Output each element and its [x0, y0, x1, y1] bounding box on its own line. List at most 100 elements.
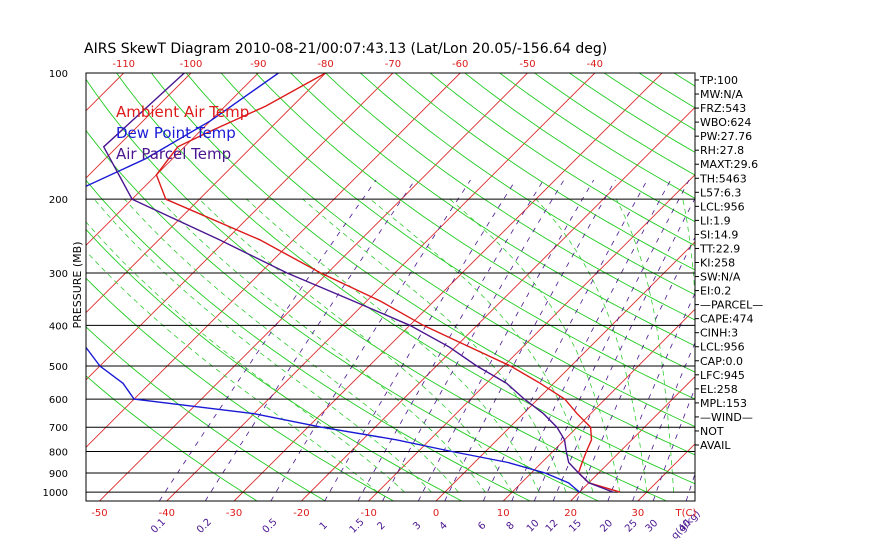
stability-index-label: TP:100 — [699, 74, 738, 87]
isotherm-line — [0, 73, 56, 501]
dry-adiabat-line — [290, 73, 695, 347]
mixing-ratio-line — [270, 179, 471, 501]
mixing-ratio-tick-label: 1.5 — [348, 517, 367, 536]
dry-adiabat-line — [86, 326, 326, 501]
stability-index-label: LCL:956 — [700, 341, 745, 354]
mixing-ratio-line — [417, 179, 595, 501]
isotherm-line — [840, 73, 870, 501]
isotherm-line — [86, 73, 326, 314]
top-temp-tick-label: -80 — [317, 59, 333, 70]
stability-index-label: MPL:153 — [700, 397, 747, 410]
mixing-ratio-tick-label: 8 — [505, 520, 517, 532]
pressure-tick-label: 800 — [49, 448, 68, 459]
stability-index-label: L57:6.3 — [700, 186, 741, 199]
temperature-axis-label: T(C) — [675, 508, 697, 519]
mixing-ratio-line — [652, 387, 695, 501]
pressure-tick-label: 200 — [49, 195, 68, 206]
mixing-ratio-tick-label: 3 — [411, 520, 423, 532]
chart-title: AIRS SkewT Diagram 2010-08-21/00:07:43.1… — [84, 41, 607, 57]
isotherm-line — [637, 443, 695, 501]
dew-point-temp-line — [86, 73, 580, 493]
pressure-tick-label: 900 — [49, 469, 68, 480]
stability-index-label: SW:N/A — [700, 271, 741, 284]
stability-index-label: PW:27.76 — [700, 130, 752, 143]
bottom-temp-tick-label: -30 — [226, 508, 242, 519]
stability-index-label: TT:22.9 — [699, 242, 740, 255]
dry-adiabat-line — [116, 73, 695, 485]
grid-layer — [0, 73, 870, 501]
dry-adiabat-line — [86, 277, 394, 501]
legend: Ambient Air Temp Dew Point Temp Air Parcel… — [116, 103, 249, 163]
mixing-ratio-tick-label: 2 — [375, 520, 387, 532]
dry-adiabat-line — [638, 73, 695, 109]
mixing-ratio-tick-label: 0.2 — [195, 517, 214, 536]
stability-index-label: —PARCEL— — [700, 299, 763, 312]
pressure-tick-label: 700 — [49, 423, 68, 434]
stability-indices: TP:100MW:N/AFRZ:543WBO:624PW:27.76RH:27.… — [695, 74, 763, 452]
bottom-temp-tick-label: -20 — [293, 508, 309, 519]
moist-adiabat-line — [682, 199, 695, 302]
top-temp-tick-label: -110 — [112, 59, 135, 70]
stability-index-label: SI:14.9 — [700, 228, 738, 241]
isotherm-line — [86, 73, 125, 112]
mixing-ratio-tick-label: 4 — [438, 520, 450, 532]
top-temp-tick-label: -70 — [385, 59, 401, 70]
top-temp-tick-label: -60 — [452, 59, 468, 70]
legend-entry: Ambient Air Temp — [116, 103, 249, 121]
mixing-ratio-line — [324, 179, 517, 501]
pressure-tick-label: 1000 — [43, 488, 68, 499]
mixing-ratio-tick-label: 25 — [623, 518, 640, 535]
mixing-ratio-line — [576, 236, 695, 501]
mixing-ratio-line — [533, 179, 690, 501]
bottom-temp-tick-label: 30 — [632, 508, 645, 519]
bottom-temp-tick-label: 0 — [433, 508, 439, 519]
moist-adiabat-line — [93, 198, 432, 493]
bottom-temp-tick-label: -10 — [361, 508, 377, 519]
isotherm-line — [166, 73, 596, 501]
stability-index-label: KI:258 — [700, 257, 735, 270]
isotherm-line — [233, 73, 663, 501]
top-temp-tick-label: -90 — [250, 59, 266, 70]
mixing-ratio-tick-label: 1 — [318, 520, 330, 532]
stability-index-label: TH:5463 — [699, 172, 747, 185]
plot-frame — [85, 72, 696, 502]
pressure-tick-label: 300 — [49, 269, 68, 280]
stability-index-label: NOT — [700, 425, 724, 438]
top-temp-tick-label: -50 — [519, 59, 535, 70]
stability-index-label: MAXT:29.6 — [700, 158, 758, 171]
stability-index-label: CAPE:474 — [700, 313, 754, 326]
dry-adiabat-line — [429, 73, 695, 247]
top-temp-tick-label: -100 — [180, 59, 203, 70]
stability-index-label: LI:1.9 — [700, 214, 731, 227]
mixing-ratio-tick-label: 15 — [567, 518, 584, 535]
dry-adiabat-line — [86, 78, 667, 501]
mixing-ratio-tick-label: 20 — [598, 518, 615, 535]
mixing-ratio-tick-label: 10 — [525, 518, 542, 535]
mixing-ratio-line — [357, 179, 544, 501]
isotherm-line — [502, 308, 695, 501]
mixing-ratio-tick-label: 0.1 — [149, 517, 168, 536]
mixing-ratio-line — [204, 179, 416, 501]
isotherm-line — [86, 73, 259, 246]
dry-adiabat-line — [86, 179, 531, 501]
bottom-temp-tick-label: 20 — [564, 508, 577, 519]
dry-adiabat-line — [360, 73, 695, 296]
y-axis-label: PRESSURE (MB) — [71, 242, 84, 329]
bottom-temp-tick-label: 10 — [497, 508, 510, 519]
mixing-ratio-line — [382, 179, 565, 501]
mixing-ratio-line — [158, 179, 377, 501]
bottom-temp-tick-label: -40 — [159, 508, 175, 519]
dry-adiabat-line — [86, 129, 599, 501]
isotherm-line — [86, 73, 394, 381]
isotherm-line — [99, 73, 528, 501]
pressure-tick-label: 600 — [49, 395, 68, 406]
stability-index-label: WBO:624 — [700, 116, 751, 129]
ambient-air-temp-line — [155, 73, 621, 493]
stability-index-label: —WIND— — [700, 411, 753, 424]
stability-index-label: FRZ:543 — [700, 102, 746, 115]
dry-adiabat-line — [220, 73, 695, 400]
dry-adiabat-line — [255, 73, 695, 373]
pressure-tick-label: 400 — [49, 321, 68, 332]
pressure-tick-label: 500 — [49, 362, 68, 373]
stability-index-label: EL:258 — [700, 383, 738, 396]
